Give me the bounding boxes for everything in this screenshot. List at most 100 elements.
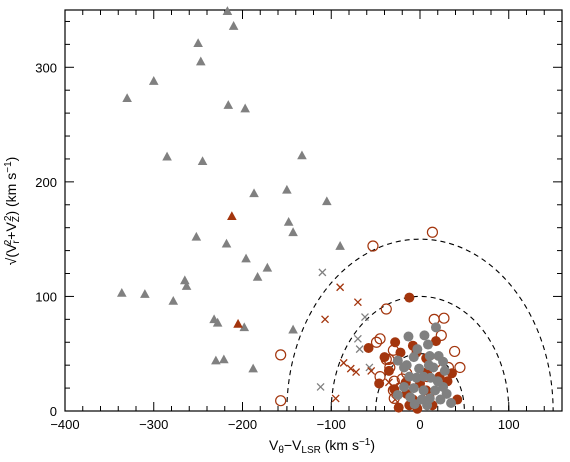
triangle-marker	[211, 355, 221, 365]
cross-marker	[321, 315, 329, 324]
filled-circle-marker	[432, 376, 443, 387]
cross-marker	[361, 313, 369, 322]
triangle-marker	[212, 317, 223, 327]
triangle-marker	[283, 216, 294, 226]
y-axis-label: √(Vr2+VZ2) (km s−1)	[3, 157, 22, 266]
triangle-marker	[233, 318, 243, 328]
open-circle-marker	[275, 395, 287, 407]
cross-marker	[367, 366, 376, 375]
filled-circle-marker	[374, 378, 385, 389]
triangle-marker	[162, 151, 172, 161]
triangle-marker	[248, 363, 258, 373]
filled-circle-marker	[390, 337, 401, 348]
triangle-marker	[191, 231, 202, 241]
triangle-marker	[223, 100, 234, 109]
triangle-marker	[181, 281, 192, 290]
cross-marker	[355, 345, 364, 354]
filled-circle-marker	[383, 365, 394, 376]
triangle-marker	[322, 196, 332, 206]
reference-circle	[286, 238, 554, 412]
open-circle-marker	[370, 336, 383, 348]
filled-circle-marker	[401, 360, 412, 371]
triangle-marker	[240, 103, 250, 113]
filled-circle-marker	[422, 400, 433, 411]
triangle-marker	[221, 238, 232, 248]
triangle-marker	[241, 253, 251, 263]
triangle-marker	[197, 156, 208, 166]
filled-circle-marker	[392, 389, 403, 400]
cross-marker	[316, 382, 325, 391]
y-tick-label: 100	[35, 289, 57, 304]
filled-circle-marker	[399, 381, 410, 392]
triangle-marker	[219, 354, 229, 364]
filled-circle-marker	[430, 336, 441, 347]
cross-marker	[336, 283, 345, 292]
open-circle-marker	[380, 303, 392, 315]
x-tick-label: −300	[139, 417, 168, 432]
filled-circle-marker	[408, 383, 419, 394]
open-circle-marker	[367, 240, 379, 252]
triangle-marker	[239, 322, 250, 332]
filled-circle-marker	[363, 342, 374, 353]
cross-marker	[339, 358, 348, 367]
triangle-marker	[222, 6, 233, 15]
x-tick-label: −400	[50, 417, 79, 432]
triangle-marker	[288, 227, 298, 237]
y-tick-label: 0	[50, 404, 57, 419]
cross-marker	[331, 394, 340, 403]
plot-frame	[64, 9, 563, 412]
filled-circle-marker	[439, 365, 450, 376]
triangle-marker	[335, 241, 345, 250]
filled-circle-marker	[419, 330, 430, 341]
y-tick-label: 200	[35, 175, 57, 190]
open-circle-marker	[454, 361, 466, 374]
triangle-marker	[117, 287, 127, 297]
triangle-marker	[252, 271, 263, 281]
filled-circle-marker	[422, 339, 433, 350]
x-axis-label: Vθ−VLSR (km s−1)	[269, 437, 375, 456]
cross-marker	[353, 334, 362, 343]
filled-circle-marker	[433, 351, 444, 362]
x-tick-label: 100	[498, 417, 520, 432]
reference-circles	[286, 238, 554, 412]
triangle-marker	[282, 184, 292, 194]
y-tick-label: 300	[35, 60, 57, 75]
triangle-marker	[262, 262, 273, 272]
filled-circle-marker	[414, 363, 425, 374]
triangle-marker	[122, 93, 132, 103]
open-circle-marker	[374, 333, 386, 345]
triangle-marker	[288, 324, 298, 334]
cross-marker	[352, 368, 361, 377]
filled-circle-marker	[430, 322, 441, 333]
triangle-marker	[148, 76, 159, 85]
filled-circle-marker	[409, 399, 420, 410]
filled-circle-marker	[446, 397, 457, 408]
open-circle-marker	[275, 349, 287, 361]
filled-circle-marker	[423, 360, 434, 371]
x-tick-label: 0	[416, 417, 423, 432]
open-circle-marker	[449, 345, 461, 358]
open-circle-marker	[426, 226, 439, 238]
triangle-marker	[249, 188, 259, 198]
open-circle-marker	[438, 312, 450, 324]
triangle-marker	[297, 150, 307, 160]
axis-ticks: −400 −300 −200 −100 0 100 0 100 200 300	[35, 10, 563, 432]
filled-circle-marker	[430, 385, 441, 396]
data-points	[117, 6, 466, 414]
cross-marker	[318, 268, 327, 277]
cross-marker	[346, 364, 355, 373]
filled-circle-marker	[424, 351, 435, 362]
filled-circle-marker	[441, 388, 452, 399]
filled-circle-marker	[393, 402, 404, 413]
triangle-marker	[227, 211, 237, 221]
cross-marker	[353, 298, 362, 307]
filled-circle-marker	[379, 352, 390, 363]
x-tick-label: −100	[317, 417, 346, 432]
filled-circle-marker	[404, 292, 415, 303]
open-circle-marker	[435, 329, 447, 341]
triangle-marker	[140, 289, 150, 298]
filled-circle-marker	[408, 352, 419, 363]
triangle-marker	[195, 56, 206, 66]
filled-circle-marker	[412, 344, 423, 355]
